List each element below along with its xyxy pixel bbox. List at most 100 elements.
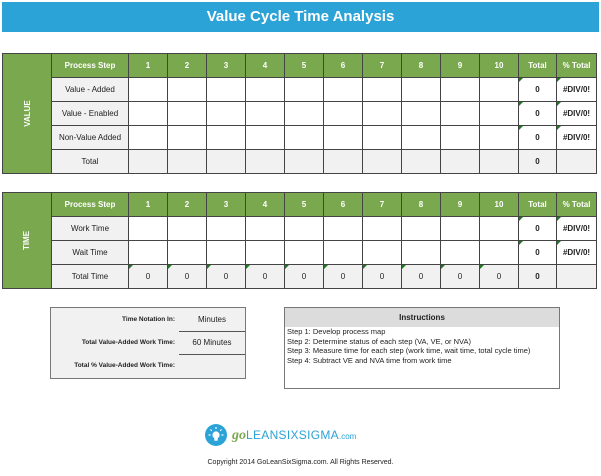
step-input-cell[interactable] <box>479 125 519 150</box>
step-total-cell: 0 <box>284 264 324 289</box>
step-input-cell[interactable] <box>401 216 441 241</box>
step-input-cell[interactable] <box>479 77 519 102</box>
row-pct-total-cell <box>556 149 597 174</box>
step-input-cell[interactable] <box>401 240 441 265</box>
step-input-cell[interactable] <box>245 240 285 265</box>
step-input-cell[interactable] <box>362 101 402 126</box>
step-input-cell[interactable] <box>362 216 402 241</box>
step-total-cell: 0 <box>479 264 519 289</box>
table-row: Total 0 <box>3 149 597 174</box>
step-input-cell[interactable] <box>440 125 480 150</box>
step-input-cell[interactable] <box>284 101 324 126</box>
step-input-cell[interactable] <box>206 240 246 265</box>
summary-label: Total Value-Added Work Time: <box>81 339 175 346</box>
time-notation-field[interactable]: Minutes <box>179 308 245 332</box>
step-input-cell[interactable] <box>362 240 402 265</box>
step-total-cell: 0 <box>245 264 285 289</box>
step-total-cell <box>167 149 207 174</box>
va-work-time-field[interactable]: 60 Minutes <box>179 331 245 355</box>
row-total-cell: 0 <box>518 240 557 265</box>
section-label-text: TIME <box>22 230 32 251</box>
table-row: Value - Added 0 #DIV/0! <box>3 77 597 102</box>
step-input-cell[interactable] <box>206 101 246 126</box>
column-header: Process Step <box>51 53 129 78</box>
step-input-cell[interactable] <box>284 77 324 102</box>
column-header: 1 <box>128 192 168 217</box>
step-total-cell <box>323 149 363 174</box>
step-input-cell[interactable] <box>440 101 480 126</box>
step-input-cell[interactable] <box>128 240 168 265</box>
step-input-cell[interactable] <box>284 216 324 241</box>
copyright-text: Copyright 2014 GoLeanSixSigma.com. All R… <box>207 459 394 466</box>
row-label: Value - Added <box>51 77 129 102</box>
step-input-cell[interactable] <box>323 101 363 126</box>
step-input-cell[interactable] <box>245 125 285 150</box>
step-input-cell[interactable] <box>323 240 363 265</box>
step-input-cell[interactable] <box>206 216 246 241</box>
step-input-cell[interactable] <box>401 101 441 126</box>
step-total-cell: 0 <box>206 264 246 289</box>
row-total-cell: 0 <box>518 216 557 241</box>
value-table: VALUE Process Step 1 2 3 4 5 6 7 8 9 10 Total% Total… <box>2 53 597 174</box>
step-input-cell[interactable] <box>440 216 480 241</box>
instructions-box: Instructions Step 1: Develop process map… <box>284 307 560 389</box>
column-header: 1 <box>128 53 168 78</box>
step-total-cell <box>440 149 480 174</box>
step-input-cell[interactable] <box>128 101 168 126</box>
step-input-cell[interactable] <box>206 77 246 102</box>
step-input-cell[interactable] <box>167 125 207 150</box>
step-total-cell: 0 <box>167 264 207 289</box>
time-table: TIME Process Step 1 2 3 4 5 6 7 8 9 10 Total% Total W… <box>2 192 597 289</box>
column-header: 10 <box>479 192 519 217</box>
step-input-cell[interactable] <box>128 77 168 102</box>
step-input-cell[interactable] <box>323 77 363 102</box>
step-input-cell[interactable] <box>167 101 207 126</box>
instructions-title: Instructions <box>285 308 559 327</box>
table-row: Value - Enabled 0 #DIV/0! <box>3 101 597 126</box>
step-input-cell[interactable] <box>128 125 168 150</box>
step-total-cell: 0 <box>440 264 480 289</box>
summary-row-time-notation: Time Notation In: Minutes <box>51 308 245 332</box>
row-total-cell: 0 <box>518 77 557 102</box>
column-header: 3 <box>206 192 246 217</box>
step-input-cell[interactable] <box>479 240 519 265</box>
step-input-cell[interactable] <box>245 216 285 241</box>
step-input-cell[interactable] <box>440 240 480 265</box>
step-input-cell[interactable] <box>245 101 285 126</box>
lightbulb-icon <box>205 424 227 446</box>
step-total-cell <box>245 149 285 174</box>
step-input-cell[interactable] <box>245 77 285 102</box>
step-input-cell[interactable] <box>167 77 207 102</box>
step-input-cell[interactable] <box>167 240 207 265</box>
step-input-cell[interactable] <box>362 125 402 150</box>
column-header: 4 <box>245 192 285 217</box>
column-header: 8 <box>401 53 441 78</box>
step-input-cell[interactable] <box>167 216 207 241</box>
column-header: 6 <box>323 192 363 217</box>
step-input-cell[interactable] <box>128 216 168 241</box>
step-input-cell[interactable] <box>479 101 519 126</box>
summary-label: Total % Value-Added Work Time: <box>74 362 175 369</box>
step-input-cell[interactable] <box>323 125 363 150</box>
step-input-cell[interactable] <box>323 216 363 241</box>
column-header: 3 <box>206 53 246 78</box>
step-input-cell[interactable] <box>362 77 402 102</box>
row-pct-total-cell: #DIV/0! <box>556 240 597 265</box>
summary-box: Time Notation In: Minutes Total Value-Ad… <box>50 307 246 379</box>
step-total-cell: 0 <box>323 264 363 289</box>
row-total-cell: 0 <box>518 125 557 150</box>
step-input-cell[interactable] <box>284 125 324 150</box>
column-header: 7 <box>362 192 402 217</box>
step-input-cell[interactable] <box>479 216 519 241</box>
column-header: 5 <box>284 53 324 78</box>
step-input-cell[interactable] <box>284 240 324 265</box>
step-input-cell[interactable] <box>401 77 441 102</box>
column-header: 6 <box>323 53 363 78</box>
row-pct-total-cell: #DIV/0! <box>556 125 597 150</box>
step-total-cell <box>401 149 441 174</box>
step-input-cell[interactable] <box>206 125 246 150</box>
row-label: Total <box>51 149 129 174</box>
step-input-cell[interactable] <box>440 77 480 102</box>
column-header: 8 <box>401 192 441 217</box>
step-input-cell[interactable] <box>401 125 441 150</box>
